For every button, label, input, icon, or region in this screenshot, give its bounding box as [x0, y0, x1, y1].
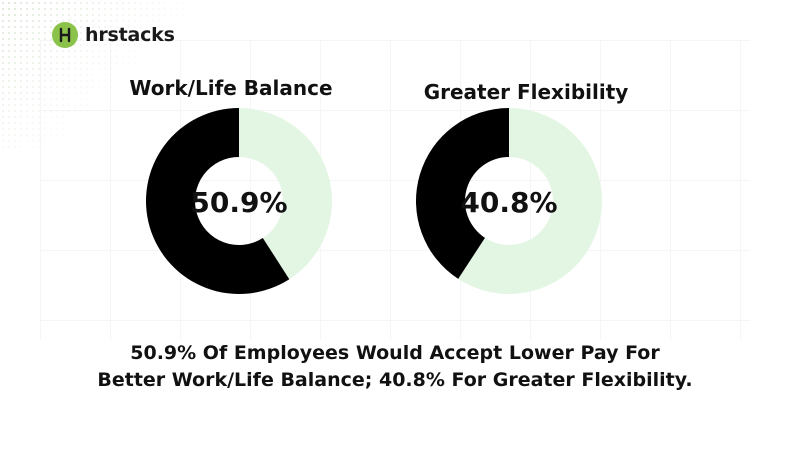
caption-line-1: 50.9% Of Employees Would Accept Lower Pa…	[130, 342, 660, 364]
donut-2-highlight-slice	[416, 108, 509, 279]
donut-chart-greater-flexibility: 40.8%	[416, 108, 602, 294]
donut-1-highlight-slice	[145, 108, 290, 294]
hrstacks-logo-icon	[52, 22, 78, 48]
chart-title-greater-flexibility: Greater Flexibility	[423, 80, 629, 104]
brand-logo: hrstacks	[52, 22, 175, 48]
brand-name: hrstacks	[85, 24, 175, 46]
chart-title-work-life-balance: Work/Life Balance	[129, 76, 333, 100]
donut-chart-work-life-balance: 50.9%	[145, 108, 332, 294]
donut-2-center-label: 40.8%	[460, 186, 557, 219]
caption-line-2: Better Work/Life Balance; 40.8% For Grea…	[97, 369, 693, 391]
donut-2-remainder-slice	[458, 108, 602, 294]
caption: 50.9% Of Employees Would Accept Lower Pa…	[0, 340, 790, 394]
donut-1-remainder-slice	[239, 108, 332, 280]
donut-1-center-label: 50.9%	[190, 186, 287, 219]
